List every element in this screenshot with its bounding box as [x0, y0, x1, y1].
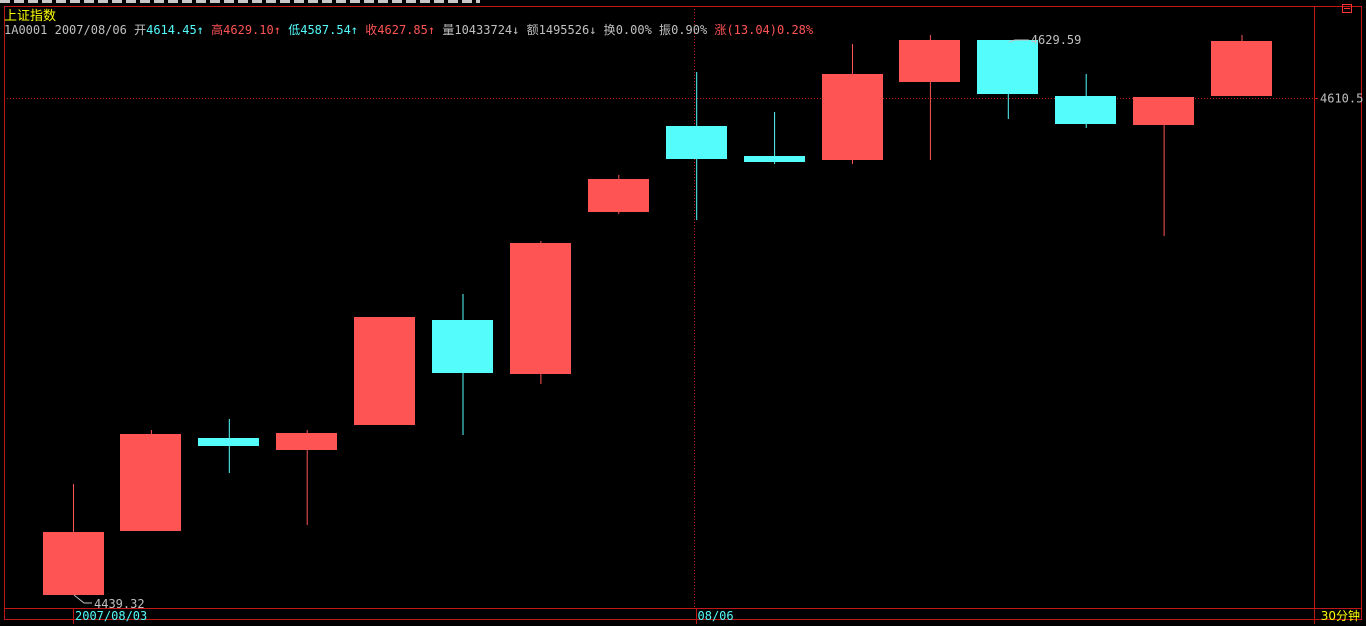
candle-body — [899, 40, 960, 82]
up-arrow-icon: ↑ — [350, 23, 359, 37]
toolbar-strip — [0, 0, 480, 3]
candle-body — [198, 438, 259, 446]
down-arrow-icon: ↓ — [589, 23, 597, 37]
volume-value: 10433724 — [454, 23, 513, 37]
amplitude-value: 0.90% — [671, 23, 708, 37]
low-value: 4587.54 — [300, 23, 351, 37]
candle-body — [1211, 41, 1272, 96]
close-value: 4627.85 — [377, 23, 428, 37]
change-label: 涨 — [714, 23, 727, 37]
quote-date: 2007/08/06 — [54, 23, 127, 37]
candle-body — [666, 126, 727, 159]
low-label: 低 — [288, 23, 301, 37]
chart-title: 上证指数 — [4, 9, 57, 24]
change-value: (13.04)0.28% — [726, 23, 814, 37]
time-axis-label: 08/06 — [698, 609, 734, 623]
candle-body — [432, 320, 493, 373]
candle-body — [276, 433, 337, 450]
high-label: 高 — [211, 23, 224, 37]
candle-body — [588, 179, 649, 212]
up-arrow-icon: ↑ — [196, 23, 204, 37]
time-axis-label: 2007/08/03 — [75, 609, 147, 623]
candle-body — [744, 156, 805, 162]
amount-value: 1495526 — [538, 23, 590, 37]
price-axis-label: 4610.5 — [1320, 92, 1363, 106]
index-code: 1A0001 — [4, 23, 48, 37]
quote-info-bar: 1A0001 2007/08/06 开4614.45↑ 高4629.10↑ 低4… — [4, 21, 813, 38]
max-pointer-line — [1008, 39, 1029, 43]
candle-body — [977, 40, 1038, 94]
open-value: 4614.45 — [146, 23, 197, 37]
candle-body — [1055, 96, 1116, 124]
volume-label: 量 — [442, 23, 455, 37]
candle-body — [354, 317, 415, 425]
candle-body — [43, 532, 104, 595]
turnover-value: 0.00% — [615, 23, 652, 37]
candle-body — [120, 434, 181, 531]
candle-body — [822, 74, 883, 160]
amount-label: 额 — [526, 23, 539, 37]
chart-frame — [4, 6, 1362, 620]
maximize-button[interactable] — [1342, 4, 1352, 13]
high-value: 4629.10 — [223, 23, 274, 37]
candle-body — [1133, 97, 1194, 125]
down-arrow-icon: ↓ — [512, 23, 520, 37]
max-price-label: 4629.59 — [1031, 33, 1082, 47]
up-arrow-icon: ↑ — [273, 23, 281, 37]
candle-body — [510, 243, 571, 374]
min-price-label: 4439.32 — [94, 597, 145, 611]
period-label[interactable]: 30分钟 — [1320, 609, 1360, 623]
up-arrow-icon: ↑ — [427, 23, 436, 37]
min-pointer-line — [73, 594, 92, 604]
open-label: 开 — [134, 23, 147, 37]
close-label: 收 — [365, 23, 378, 37]
amplitude-label: 振 — [659, 23, 672, 37]
turnover-label: 换 — [603, 23, 616, 37]
